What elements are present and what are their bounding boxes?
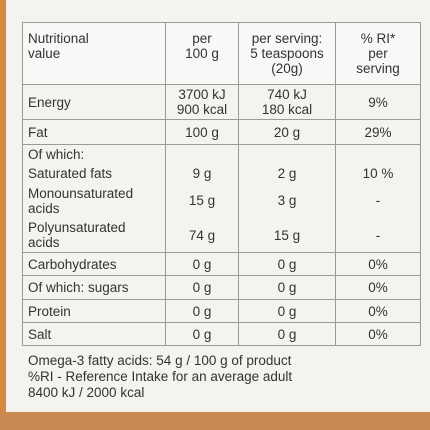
row-label: Protein: [22, 299, 166, 323]
cell: 100 g: [165, 119, 239, 145]
cell: 0 g: [238, 275, 336, 300]
cell: 0%: [335, 299, 421, 323]
row-label: Of which:: [22, 144, 166, 165]
empty-cell: [335, 144, 421, 165]
footer-line: %RI - Reference Intake for an average ad…: [28, 369, 293, 384]
footer-line: Omega-3 fatty acids: 54 g / 100 g of pro…: [28, 353, 292, 368]
cell: 15 g: [238, 218, 336, 253]
cell: 9%: [335, 84, 421, 120]
empty-cell: [238, 144, 336, 165]
footer: Omega-3 fatty acids: 54 g / 100 g of pro…: [28, 353, 292, 401]
cell: 3 g: [238, 182, 336, 219]
row-label: Carbohydrates: [22, 252, 166, 276]
empty-cell: [165, 144, 239, 165]
cell: 0%: [335, 275, 421, 300]
row-label: Fat: [22, 119, 166, 145]
accent-stripe: [0, 0, 6, 430]
cell: 3700 kJ 900 kcal: [165, 84, 239, 120]
table-row: Polyunsaturated acids 74 g 15 g-: [22, 218, 421, 253]
cell: 0 g: [165, 252, 239, 276]
cell: 15 g: [165, 182, 239, 219]
header-cell: Nutritional value: [22, 22, 166, 85]
cell: 20 g: [238, 119, 336, 145]
row-label: Of which: sugars: [22, 275, 166, 300]
cell: 0 g: [165, 322, 239, 346]
cell: 29%: [335, 119, 421, 145]
row-label: Polyunsaturated acids: [22, 218, 166, 253]
header-cell: per 100 g: [165, 22, 239, 85]
cell: 0%: [335, 322, 421, 346]
header-row: Nutritional value per 100 g per serving: 5…: [22, 22, 421, 85]
header-cell: per serving: 5 teaspoons (20g): [238, 22, 336, 85]
cell: 0 g: [165, 275, 239, 300]
cell: -: [335, 182, 421, 219]
header-cell: % RI* per serving: [335, 22, 421, 85]
table-row: Energy 3700 kJ 900 kcal 740 kJ 180 kcal 9%: [22, 84, 421, 120]
cell: 74 g: [165, 218, 239, 253]
table-row: Of which:: [22, 144, 421, 165]
bottom-band: [0, 412, 430, 430]
row-label: Energy: [22, 84, 166, 120]
cell: -: [335, 218, 421, 253]
cell: 740 kJ 180 kcal: [238, 84, 336, 120]
cell: 0%: [335, 252, 421, 276]
footer-line: 8400 kJ / 2000 kcal: [28, 385, 145, 400]
row-label: Monounsaturated acids: [22, 182, 166, 219]
row-label: Saturated fats: [22, 164, 166, 183]
cell: 0 g: [165, 299, 239, 323]
row-label: Salt: [22, 322, 166, 346]
table-row: Fat 100 g 20 g 29%: [22, 119, 421, 145]
cell: 2 g: [238, 164, 336, 183]
cell: 0 g: [238, 252, 336, 276]
nutrition-table: Nutritional value per 100 g per serving: 5…: [22, 22, 421, 346]
cell: 10 %: [335, 164, 421, 183]
cell: 0 g: [238, 322, 336, 346]
cell: 0 g: [238, 299, 336, 323]
cell: 9 g: [165, 164, 239, 183]
